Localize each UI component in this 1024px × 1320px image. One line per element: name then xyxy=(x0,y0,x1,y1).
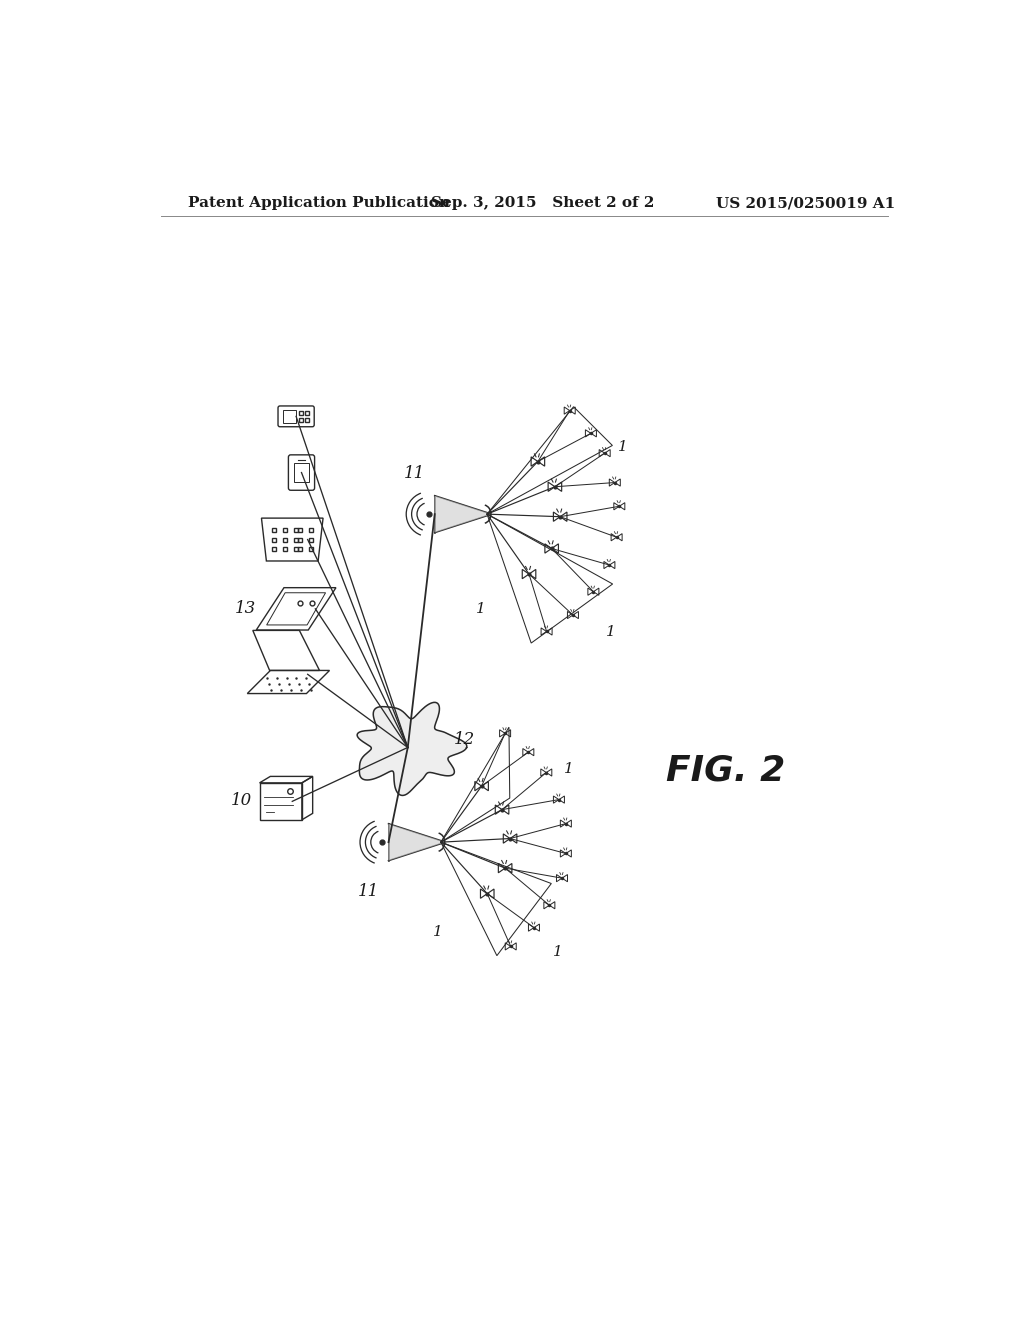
Polygon shape xyxy=(357,702,467,796)
Text: 1: 1 xyxy=(553,945,562,960)
Text: FIG. 2: FIG. 2 xyxy=(666,754,785,788)
Text: 11: 11 xyxy=(357,883,379,900)
Polygon shape xyxy=(388,824,441,861)
Text: US 2015/0250019 A1: US 2015/0250019 A1 xyxy=(716,197,895,210)
Text: Patent Application Publication: Patent Application Publication xyxy=(188,197,451,210)
Text: 1: 1 xyxy=(606,624,616,639)
Text: 1: 1 xyxy=(475,602,485,615)
Text: 1: 1 xyxy=(617,440,628,454)
Text: 12: 12 xyxy=(454,730,475,747)
Text: 1: 1 xyxy=(433,925,443,939)
Polygon shape xyxy=(435,496,487,533)
Text: 13: 13 xyxy=(234,599,256,616)
Text: 10: 10 xyxy=(230,792,252,809)
Text: Sep. 3, 2015   Sheet 2 of 2: Sep. 3, 2015 Sheet 2 of 2 xyxy=(431,197,654,210)
Text: 11: 11 xyxy=(403,465,425,482)
Text: 1: 1 xyxy=(564,762,573,776)
